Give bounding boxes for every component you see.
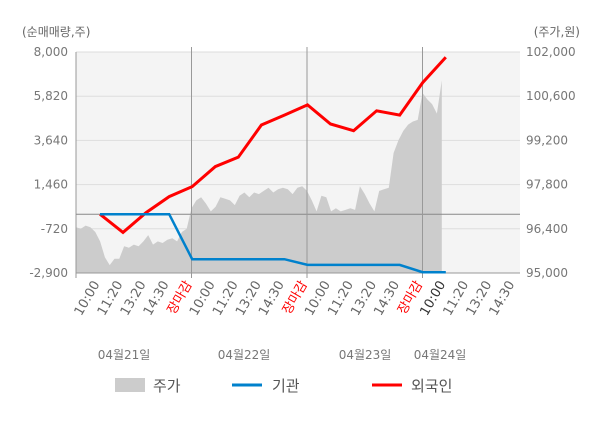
left-tick-label: 8,000 <box>34 45 68 59</box>
foreign-line <box>99 56 447 235</box>
right-tick-label: 95,000 <box>526 266 568 280</box>
date-label: 04월22일 <box>218 348 271 362</box>
legend-foreign-label: 외국인 <box>411 377 452 395</box>
price-area <box>76 80 442 274</box>
left-tick-label: 1,460 <box>34 178 68 192</box>
legend-institution-label: 기관 <box>272 377 300 395</box>
right-tick-label: 102,000 <box>526 45 576 59</box>
left-tick-label: -2,900 <box>29 266 68 280</box>
right-tick-label: 99,200 <box>526 133 568 147</box>
legend-price-swatch <box>115 378 145 392</box>
right-tick-label: 96,400 <box>526 222 568 236</box>
right-axis-label: (주가,원) <box>534 25 580 39</box>
date-label: 04월23일 <box>339 348 392 362</box>
left-axis-label: (순매매량,주) <box>22 25 90 39</box>
right-tick-label: 100,600 <box>526 89 576 103</box>
legend-price-label: 주가 <box>153 377 181 395</box>
institution-line <box>100 212 446 274</box>
date-label: 04월24일 <box>414 348 467 362</box>
left-tick-label: 3,640 <box>34 133 68 147</box>
left-tick-label: 5,820 <box>34 89 68 103</box>
date-label: 04월21일 <box>98 348 151 362</box>
right-tick-label: 97,800 <box>526 178 568 192</box>
left-tick-label: -720 <box>41 222 68 236</box>
